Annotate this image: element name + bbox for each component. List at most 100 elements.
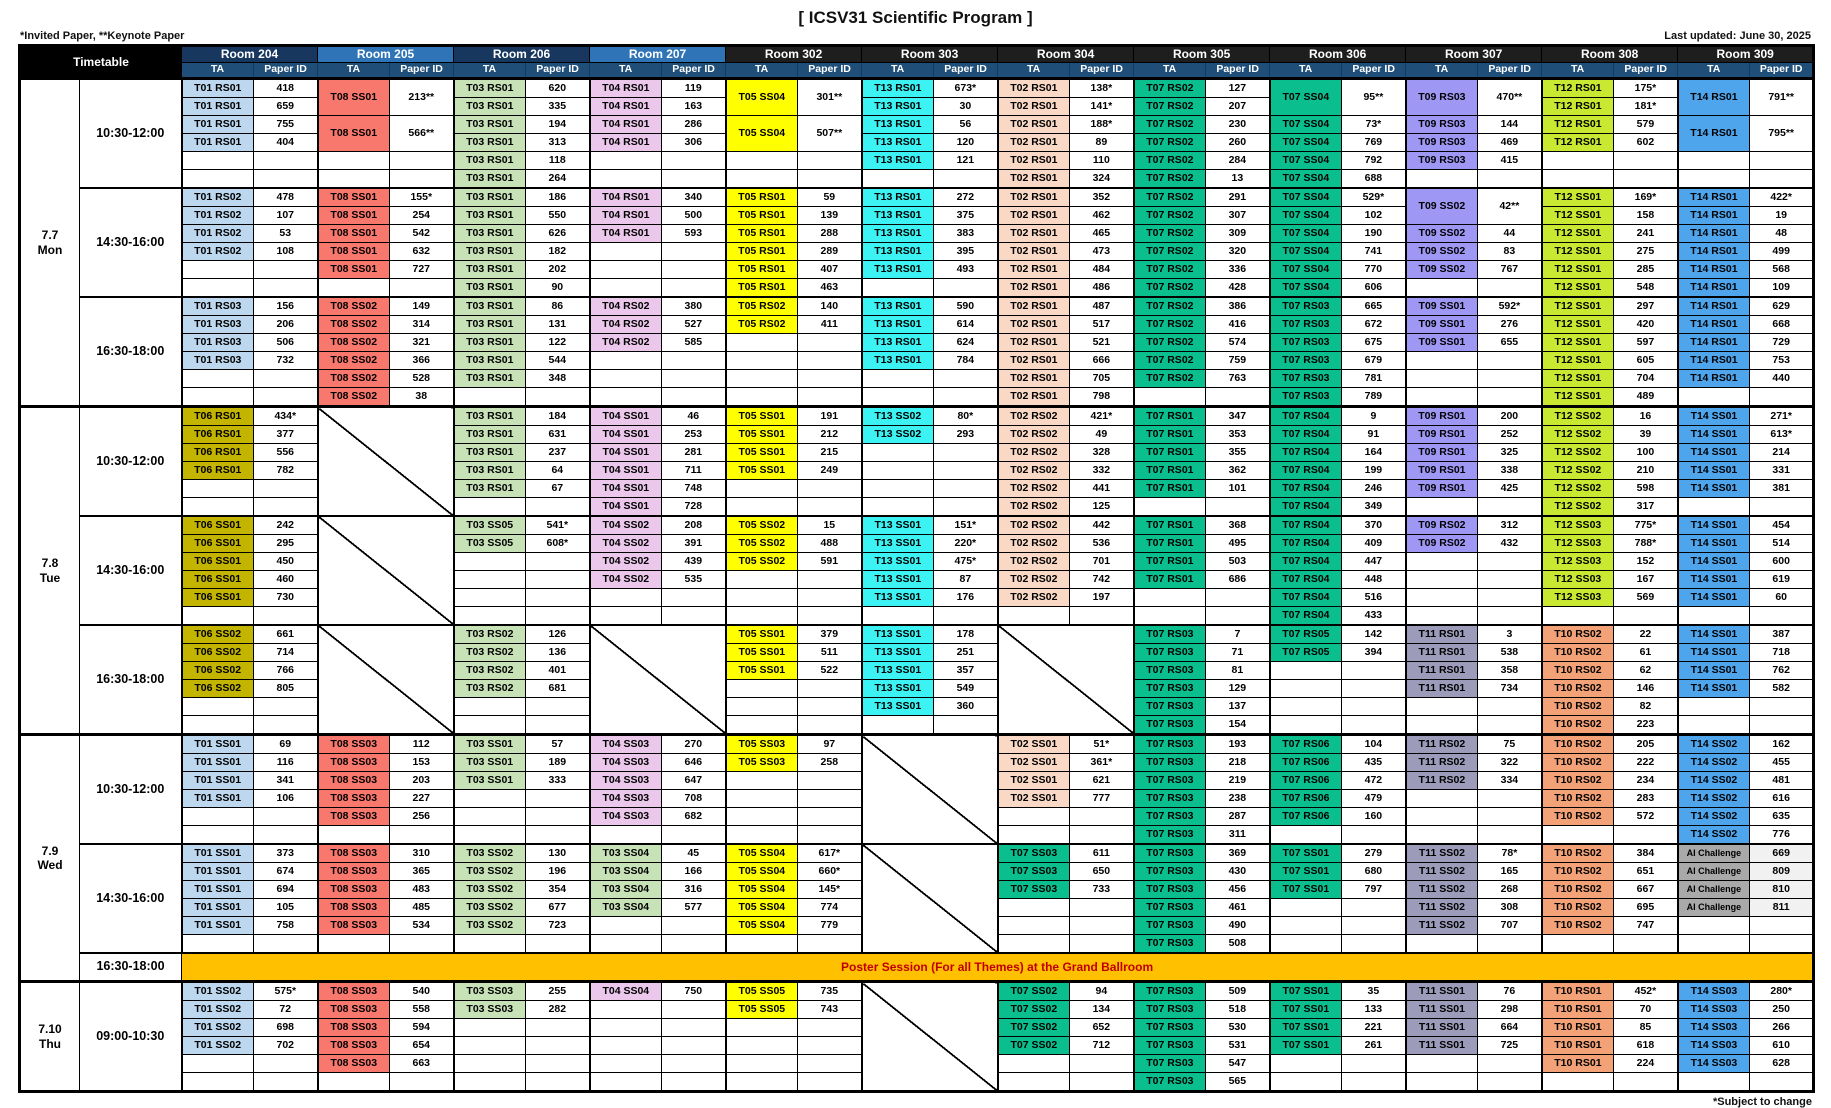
paper-id-cell: 362 xyxy=(1205,461,1271,480)
paper-id-cell: 434* xyxy=(252,405,319,426)
room-header: Room 207 xyxy=(589,45,727,63)
page-title: [ ICSV31 Scientific Program ] xyxy=(798,8,1033,27)
empty-cell xyxy=(724,1054,799,1073)
empty-cell xyxy=(1404,588,1479,607)
session-ta-cell: T14 SS02 xyxy=(1676,789,1751,808)
paper-id-cell: 249 xyxy=(797,461,863,480)
empty-cell xyxy=(661,351,727,370)
session-ta-cell: T13 RS01 xyxy=(860,97,935,116)
empty-cell xyxy=(588,1072,663,1092)
paper-id-cell: 279 xyxy=(1341,843,1407,863)
paper-id-cell: 617* xyxy=(797,843,863,863)
paper-id-cell: 97 xyxy=(797,733,863,754)
session-ta-cell: T04 RS02 xyxy=(588,333,663,352)
paper-id-cell: 747 xyxy=(1613,916,1679,935)
empty-cell xyxy=(933,443,999,462)
empty-cell xyxy=(588,242,663,261)
session-ta-cell: T07 SS01 xyxy=(1268,880,1343,899)
session-ta-cell: T08 SS02 xyxy=(316,351,391,370)
empty-cell xyxy=(933,715,999,735)
session-ta-cell: T02 RS01 xyxy=(996,151,1071,170)
empty-cell xyxy=(1341,825,1407,845)
empty-cell xyxy=(1341,1054,1407,1073)
paper-id-cell: 620 xyxy=(525,77,591,98)
session-ta-cell: T10 RS02 xyxy=(1540,733,1615,754)
paper-id-cell: 238 xyxy=(1205,789,1271,808)
session-ta-cell: T09 SS02 xyxy=(1404,224,1479,243)
session-ta-cell: T14 RS01 xyxy=(1676,115,1751,152)
time-slot-label: 10:30-12:00 xyxy=(79,733,182,845)
paper-id-cell: 140 xyxy=(797,296,863,316)
session-ta-cell: T02 RS01 xyxy=(996,97,1071,116)
session-ta-cell: T05 SS05 xyxy=(724,980,799,1001)
empty-cell xyxy=(1205,588,1271,607)
session-ta-cell: T07 RS02 xyxy=(1132,224,1207,243)
session-ta-cell: T14 SS01 xyxy=(1676,534,1751,553)
session-ta-cell: T02 RS02 xyxy=(996,570,1071,589)
session-ta-cell: T14 SS01 xyxy=(1676,624,1751,644)
session-ta-cell: T14 SS01 xyxy=(1676,588,1751,607)
paper-id-cell: 324 xyxy=(1069,169,1135,189)
session-ta-cell: T02 RS02 xyxy=(996,515,1071,535)
empty-cell xyxy=(1676,1072,1751,1092)
session-ta-cell: T12 SS03 xyxy=(1540,588,1615,607)
paper-id-cell: 312 xyxy=(1477,515,1543,535)
session-ta-cell: T10 RS02 xyxy=(1540,661,1615,680)
paper-id-cell: 430 xyxy=(1205,862,1271,881)
session-ta-cell: T14 RS01 xyxy=(1676,224,1751,243)
session-ta-cell: T07 RS03 xyxy=(1132,624,1207,644)
empty-cell xyxy=(452,552,527,571)
paper-id-cell: 154 xyxy=(1205,715,1271,735)
empty-cell xyxy=(1404,934,1479,954)
empty-cell xyxy=(180,807,254,826)
session-ta-cell: T12 SS03 xyxy=(1540,534,1615,553)
session-ta-cell: T04 SS03 xyxy=(588,753,663,772)
paper-id-cell: 538 xyxy=(1477,643,1543,662)
paper-id-cell: 62 xyxy=(1613,661,1679,680)
empty-cell xyxy=(588,934,663,954)
session-ta-cell: T04 RS01 xyxy=(588,115,663,134)
paper-id-cell: 45 xyxy=(661,843,727,863)
paper-id-cell: 212 xyxy=(797,425,863,444)
empty-cell xyxy=(525,825,591,845)
session-ta-cell: T12 SS01 xyxy=(1540,387,1615,407)
empty-cell xyxy=(1268,661,1343,680)
empty-cell xyxy=(797,789,863,808)
paper-id-cell: 314 xyxy=(389,315,455,334)
paper-id-cell: 495 xyxy=(1205,534,1271,553)
session-ta-cell: T14 SS01 xyxy=(1676,643,1751,662)
empty-cell xyxy=(525,387,591,407)
session-ta-cell: T04 RS01 xyxy=(588,133,663,152)
ta-column-header: TA xyxy=(861,62,935,79)
empty-cell xyxy=(180,479,254,498)
session-ta-cell: T07 RS01 xyxy=(1132,405,1207,426)
empty-cell xyxy=(1404,789,1479,808)
session-ta-cell: T14 RS01 xyxy=(1676,187,1751,207)
empty-cell xyxy=(252,387,319,407)
session-ta-cell: T07 SS04 xyxy=(1268,187,1343,207)
paper-id-cell: 435 xyxy=(1341,753,1407,772)
paper-id-cell: 569 xyxy=(1613,588,1679,607)
session-ta-cell: T10 RS02 xyxy=(1540,771,1615,790)
session-ta-cell: T03 RS01 xyxy=(452,425,527,444)
paper-id-cell: 22 xyxy=(1613,624,1679,644)
session-ta-cell: T07 SS03 xyxy=(996,880,1071,899)
session-ta-cell: T07 RS02 xyxy=(1132,315,1207,334)
session-ta-cell: T07 RS06 xyxy=(1268,733,1343,754)
session-ta-cell: T02 RS01 xyxy=(996,115,1071,134)
paper-id-cell: 594 xyxy=(389,1018,455,1037)
paper-id-cell: 593 xyxy=(661,224,727,243)
paper-id-cell: 108 xyxy=(252,242,319,261)
paper-id-cell: 289 xyxy=(797,242,863,261)
empty-cell xyxy=(1749,387,1815,407)
session-ta-cell: T10 RS02 xyxy=(1540,753,1615,772)
empty-cell xyxy=(316,825,391,845)
session-ta-cell: AI Challenge xyxy=(1676,862,1751,881)
session-ta-cell: T05 RS01 xyxy=(724,260,799,279)
paper-id-cell: 255 xyxy=(525,980,591,1001)
paper-id-cell: 90 xyxy=(525,278,591,298)
empty-cell xyxy=(996,898,1071,917)
session-ta-cell: T03 RS01 xyxy=(452,479,527,498)
empty-cell xyxy=(996,1072,1071,1092)
session-ta-cell: T07 SS04 xyxy=(1268,115,1343,134)
